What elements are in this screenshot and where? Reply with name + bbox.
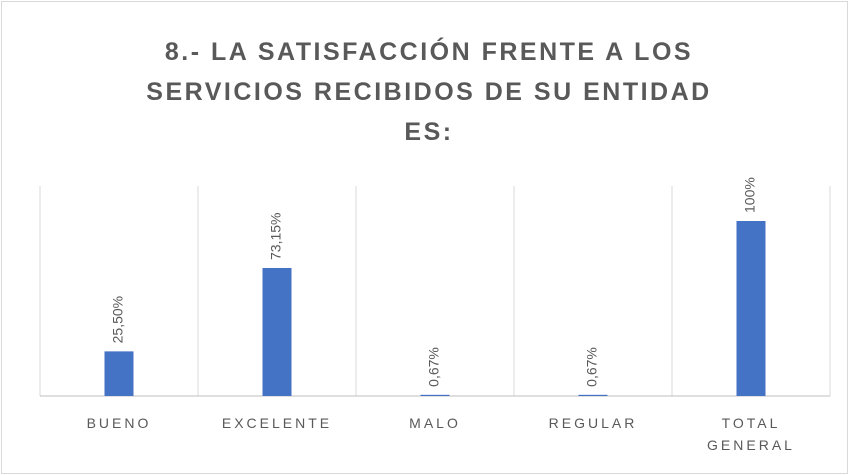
value-label: 25,50% <box>110 296 126 343</box>
bar <box>262 267 292 396</box>
value-label: 73,15% <box>268 213 284 260</box>
value-label: 0,67% <box>584 347 600 387</box>
chart-title: 8.- LA SATISFACCIÓN FRENTE A LOS SERVICI… <box>146 38 712 146</box>
bar <box>736 221 766 396</box>
bar <box>420 394 450 396</box>
value-label: 0,67% <box>426 347 442 387</box>
x-tick-label: BUENO <box>86 415 152 431</box>
x-tick-label: MALO <box>409 415 461 431</box>
x-tick-label: TOTAL GENERAL <box>707 415 795 453</box>
value-label: 100% <box>742 177 758 213</box>
x-tick-label: EXCELENTE <box>221 415 333 431</box>
bar <box>578 394 608 396</box>
x-tick-label: REGULAR <box>548 415 638 431</box>
bar <box>104 351 134 396</box>
